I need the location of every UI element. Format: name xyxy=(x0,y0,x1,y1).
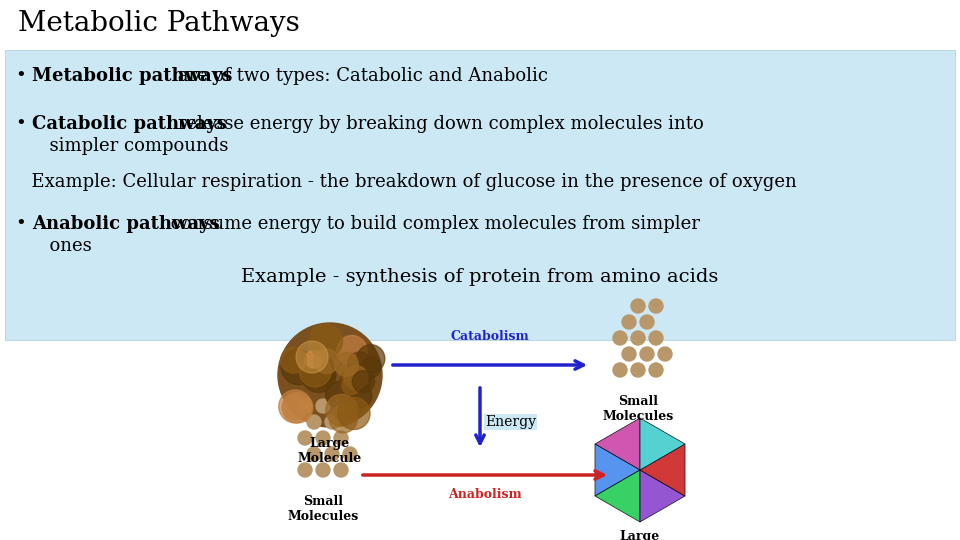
Circle shape xyxy=(308,356,325,373)
Polygon shape xyxy=(640,418,685,470)
Circle shape xyxy=(325,447,339,461)
Text: Catabolic pathways: Catabolic pathways xyxy=(32,115,227,133)
Text: Small
Molecules: Small Molecules xyxy=(287,495,359,523)
Circle shape xyxy=(278,323,382,427)
FancyBboxPatch shape xyxy=(5,50,955,340)
Circle shape xyxy=(334,431,348,445)
Circle shape xyxy=(334,399,348,413)
Text: Small
Molecules: Small Molecules xyxy=(602,395,674,423)
Circle shape xyxy=(348,352,372,376)
Circle shape xyxy=(316,463,330,477)
Polygon shape xyxy=(640,444,685,496)
Text: are of two types: Catabolic and Anabolic: are of two types: Catabolic and Anabolic xyxy=(173,67,548,85)
Circle shape xyxy=(649,299,663,313)
Polygon shape xyxy=(595,470,640,522)
Circle shape xyxy=(303,354,336,387)
Text: Anabolism: Anabolism xyxy=(448,488,522,501)
Circle shape xyxy=(343,447,357,461)
Circle shape xyxy=(307,415,321,429)
Circle shape xyxy=(649,363,663,377)
Circle shape xyxy=(325,415,339,429)
Circle shape xyxy=(325,381,352,408)
Circle shape xyxy=(298,463,312,477)
Circle shape xyxy=(357,345,385,373)
Circle shape xyxy=(298,431,312,445)
Text: Example - synthesis of protein from amino acids: Example - synthesis of protein from amin… xyxy=(241,268,719,286)
Text: Anabolic pathways: Anabolic pathways xyxy=(32,215,220,233)
Circle shape xyxy=(348,367,372,392)
Text: Example: Cellular respiration - the breakdown of glucose in the presence of oxyg: Example: Cellular respiration - the brea… xyxy=(20,173,797,191)
Circle shape xyxy=(282,393,313,423)
Polygon shape xyxy=(595,418,640,470)
Circle shape xyxy=(622,315,636,329)
Circle shape xyxy=(280,347,306,373)
Circle shape xyxy=(298,399,312,413)
Circle shape xyxy=(613,331,627,345)
Polygon shape xyxy=(595,444,640,496)
Circle shape xyxy=(344,366,368,389)
Text: Energy: Energy xyxy=(485,415,536,429)
Circle shape xyxy=(658,347,672,361)
Circle shape xyxy=(278,390,312,423)
Circle shape xyxy=(640,347,654,361)
Circle shape xyxy=(338,397,370,429)
Circle shape xyxy=(282,394,307,420)
Text: Large
Molecule: Large Molecule xyxy=(298,437,362,465)
Circle shape xyxy=(337,335,367,366)
Text: simpler compounds: simpler compounds xyxy=(38,137,228,155)
Circle shape xyxy=(296,341,328,373)
Circle shape xyxy=(334,352,358,376)
Circle shape xyxy=(340,363,357,381)
Text: Metabolic pathways: Metabolic pathways xyxy=(32,67,232,85)
Text: •: • xyxy=(15,115,26,133)
Text: Metabolic Pathways: Metabolic Pathways xyxy=(18,10,300,37)
Text: ones: ones xyxy=(38,237,92,255)
Circle shape xyxy=(649,331,663,345)
Circle shape xyxy=(613,363,627,377)
Circle shape xyxy=(622,347,636,361)
Circle shape xyxy=(342,376,360,395)
Circle shape xyxy=(301,358,336,393)
Circle shape xyxy=(305,350,323,368)
Circle shape xyxy=(307,447,321,461)
Circle shape xyxy=(631,363,645,377)
Text: •: • xyxy=(15,215,26,233)
Circle shape xyxy=(281,349,317,384)
Circle shape xyxy=(340,369,363,393)
Text: Catabolism: Catabolism xyxy=(450,330,529,343)
Text: •: • xyxy=(15,67,26,85)
Circle shape xyxy=(334,398,358,422)
Circle shape xyxy=(314,349,339,374)
Circle shape xyxy=(309,324,343,358)
Circle shape xyxy=(299,350,317,369)
Circle shape xyxy=(352,370,374,393)
Circle shape xyxy=(316,431,330,445)
Circle shape xyxy=(334,463,348,477)
Circle shape xyxy=(316,399,330,413)
Text: consume energy to build complex molecules from simpler: consume energy to build complex molecule… xyxy=(164,215,700,233)
Polygon shape xyxy=(640,470,685,522)
Circle shape xyxy=(325,394,358,426)
Circle shape xyxy=(631,331,645,345)
Circle shape xyxy=(361,357,381,377)
Circle shape xyxy=(631,299,645,313)
Text: Large
Molecule: Large Molecule xyxy=(608,530,672,540)
Text: release energy by breaking down complex molecules into: release energy by breaking down complex … xyxy=(173,115,704,133)
Circle shape xyxy=(300,355,331,387)
Circle shape xyxy=(640,315,654,329)
Circle shape xyxy=(329,405,357,433)
Circle shape xyxy=(347,383,372,408)
